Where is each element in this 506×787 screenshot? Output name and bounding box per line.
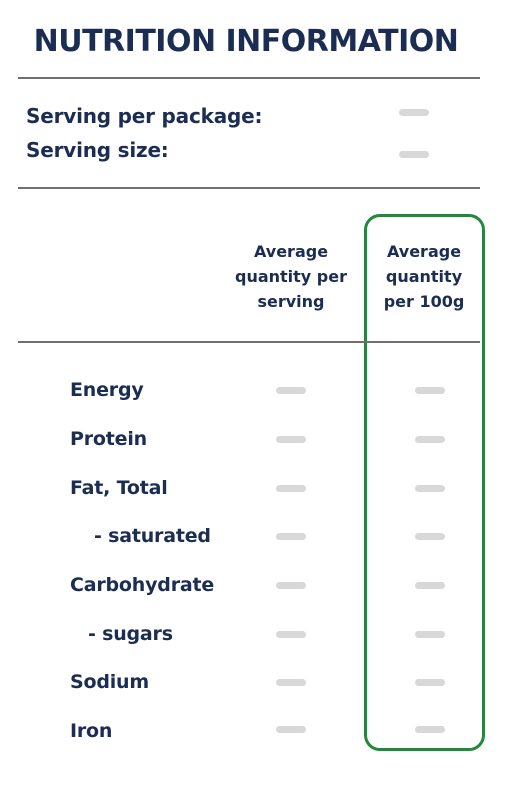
nutrient-label-sugars: - sugars bbox=[88, 623, 173, 645]
divider-middle bbox=[18, 187, 480, 189]
carbohydrate-per-serving-placeholder bbox=[276, 582, 306, 589]
serving-per-package-value-placeholder bbox=[399, 109, 429, 116]
nutrient-label-iron: Iron bbox=[70, 720, 113, 742]
panel-title: NUTRITION INFORMATION bbox=[33, 24, 459, 59]
nutrient-label-protein: Protein bbox=[70, 428, 147, 450]
fat-total-per-serving-placeholder bbox=[276, 485, 306, 492]
protein-per-100g-placeholder bbox=[415, 436, 445, 443]
sugars-per-100g-placeholder bbox=[415, 631, 445, 638]
sodium-per-serving-placeholder bbox=[276, 679, 306, 686]
divider-header bbox=[18, 341, 480, 343]
per-100g-column-highlight bbox=[364, 214, 485, 751]
nutrient-label-energy: Energy bbox=[70, 379, 144, 401]
energy-per-serving-placeholder bbox=[276, 387, 306, 394]
saturated-per-serving-placeholder bbox=[276, 533, 306, 540]
fat-total-per-100g-placeholder bbox=[415, 485, 445, 492]
nutrient-label-fat-total: Fat, Total bbox=[70, 477, 168, 499]
divider-top bbox=[18, 77, 480, 79]
sugars-per-serving-placeholder bbox=[276, 631, 306, 638]
serving-size-label: Serving size: bbox=[26, 138, 169, 162]
energy-per-100g-placeholder bbox=[415, 387, 445, 394]
column-header-per-serving: Average quantity per serving bbox=[234, 242, 347, 311]
protein-per-serving-placeholder bbox=[276, 436, 306, 443]
nutrient-label-carbohydrate: Carbohydrate bbox=[70, 574, 215, 596]
serving-per-package-label: Serving per package: bbox=[26, 104, 263, 128]
iron-per-serving-placeholder bbox=[276, 726, 306, 733]
nutrient-label-saturated: - saturated bbox=[94, 525, 211, 547]
carbohydrate-per-100g-placeholder bbox=[415, 582, 445, 589]
saturated-per-100g-placeholder bbox=[415, 533, 445, 540]
column-header-per-100g: Average quantity per 100g bbox=[383, 242, 465, 311]
sodium-per-100g-placeholder bbox=[415, 679, 445, 686]
nutrient-label-sodium: Sodium bbox=[70, 671, 149, 693]
serving-size-value-placeholder bbox=[399, 151, 429, 158]
iron-per-100g-placeholder bbox=[415, 726, 445, 733]
